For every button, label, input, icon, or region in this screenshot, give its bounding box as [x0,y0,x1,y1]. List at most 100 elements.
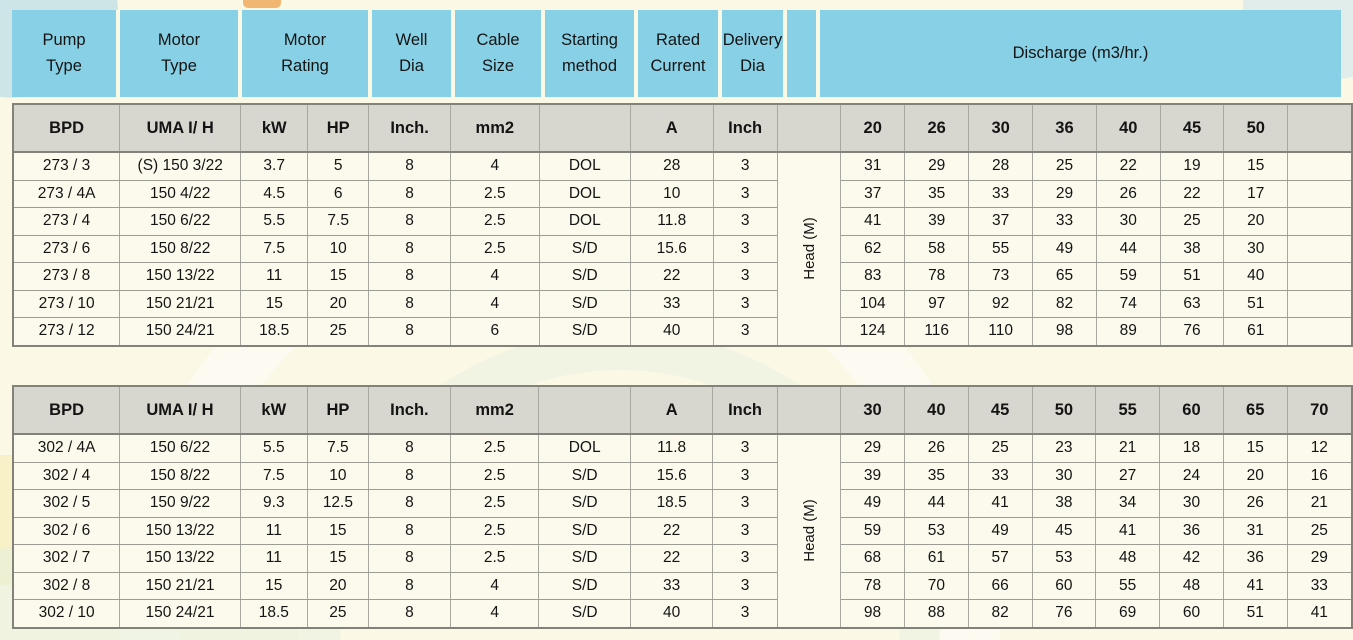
cell: 89 [1095,317,1161,346]
subheader-cell [776,385,842,435]
header-rated-current: Rated Current [638,10,722,97]
cell: 51 [1223,289,1289,318]
cell: 15 [1223,151,1289,181]
cell [1287,289,1353,318]
cell: 10 [306,461,369,490]
cell: 3 [712,289,778,318]
cell: 70 [903,571,969,600]
cell: 15.6 [629,234,714,263]
cell: 150 21/21 [119,289,242,318]
table-row: 302 / 4 150 8/22 7.5 10 8 2.5 S/D 15.6 3 39 35 33 30… [12,461,1353,490]
subheader-cell: UMA I/ H [119,385,241,435]
cell: 53 [1031,544,1097,573]
cell: 20 [306,571,369,600]
cell: 150 13/22 [119,262,242,291]
cell: 39 [904,207,970,236]
cell: 302 / 4 [12,461,121,490]
cell: 150 4/22 [119,179,242,208]
subheader-cell: 65 [1222,385,1288,435]
cell: 4.5 [240,179,309,208]
cell: 8 [368,317,451,346]
cell: 3 [712,317,778,346]
cell: 60 [1159,599,1224,628]
subheader-cell: BPD [12,385,121,435]
cell: 82 [967,599,1033,628]
cell: 273 / 10 [12,289,121,318]
cell: 110 [968,317,1034,346]
cell: 16 [1286,461,1353,490]
subheader-cell: 45 [967,385,1033,435]
subheader-cell: kW [240,103,309,153]
cell: 7.5 [240,234,309,263]
table-row: 302 / 4A 150 6/22 5.5 7.5 8 2.5 DOL 11.8 3 Head (… [12,433,1353,628]
cell: 33 [968,179,1034,208]
cell: S/D [538,571,631,600]
cell [1287,317,1353,346]
cell: 36 [1222,544,1288,573]
cell: 41 [1095,516,1161,545]
cell: 4 [449,571,540,600]
cell: 15 [240,289,309,318]
cell: 30 [1223,234,1289,263]
cell: 302 / 5 [12,489,121,518]
cell: 30 [1159,489,1224,518]
cell: 3 [712,571,778,600]
table-row: 302 / 6 150 13/22 11 15 8 2.5 S/D 22 3 59 53 49 45 41… [12,516,1353,545]
cell: 150 8/22 [119,461,241,490]
cell: 5 [307,151,370,181]
cell: 2.5 [449,544,540,573]
cell: 18.5 [240,317,309,346]
cell: 24 [1159,461,1224,490]
cell: 25 [307,317,370,346]
cell: 33 [967,461,1033,490]
table-row: 302 / 8 150 21/21 15 20 8 4 S/D 33 3 78 70 66 60 55 48… [12,571,1353,600]
cell: 19 [1159,151,1225,181]
cell: 11 [239,544,308,573]
cell: 26 [1095,179,1161,208]
cell: 150 21/21 [119,571,241,600]
cell: 45 [1031,516,1097,545]
head-m-label: Head (M) [776,433,842,628]
cell: 150 6/22 [119,433,241,463]
cell: 4 [449,151,540,181]
cell: 28 [629,151,714,181]
cell: 65 [1032,262,1097,291]
cell: 2.5 [449,207,540,236]
cell: 6 [307,179,370,208]
cell: 38 [1159,234,1225,263]
cell: 33 [629,571,714,600]
cell: 3.7 [240,151,309,181]
table-row: 273 / 8 150 13/22 11 15 8 4 S/D 22 3 83 78 73 65 59 51… [12,262,1353,291]
cell: 37 [968,207,1034,236]
cell: 302 / 8 [12,571,121,600]
cell: 3 [712,461,778,490]
cell: 66 [967,571,1033,600]
cell: 53 [903,516,969,545]
cell: 150 24/21 [119,317,242,346]
cell: 273 / 3 [12,151,121,181]
header-delivery-dia: Delivery Dia [722,10,787,97]
cell: 44 [903,489,969,518]
subheader-cell: 70 [1286,385,1353,435]
cell: 20 [307,289,370,318]
cell: 51 [1159,262,1225,291]
subheader-cell [1287,103,1353,153]
cell: 12 [1286,433,1353,463]
cell: 26 [903,433,969,463]
cell: 61 [903,544,969,573]
cell: S/D [538,262,631,291]
header-discharge: Discharge (m3/hr.) [820,10,1341,97]
subheader-cell: UMA I/ H [119,103,242,153]
subheader-cell: 30 [840,385,905,435]
cell: 30 [1095,207,1161,236]
cell: S/D [538,234,631,263]
cell: 20 [1222,461,1288,490]
subheader-cell: 30 [968,103,1034,153]
table-row: 273 / 4A 150 4/22 4.5 6 8 2.5 DOL 10 3 37 35 33 29 26… [12,179,1353,208]
cell: DOL [538,151,631,181]
cell: 8 [367,544,451,573]
cell: 58 [904,234,970,263]
cell: 22 [1095,151,1161,181]
cell: 150 6/22 [119,207,242,236]
